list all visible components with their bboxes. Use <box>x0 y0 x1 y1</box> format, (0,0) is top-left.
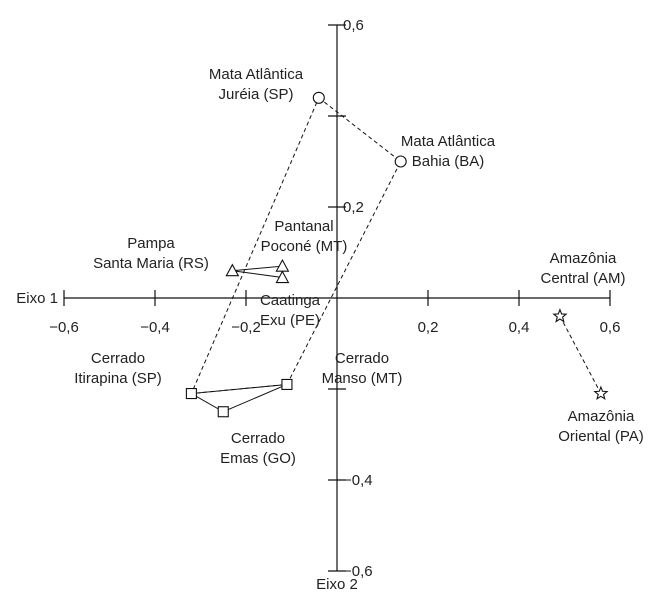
axes: −0,6 −0,4 −0,2 0,2 0,4 0,6 0,6 0,2 −0,4 −0,6 Eix… <box>16 17 620 593</box>
amazonia-star-point <box>593 385 609 401</box>
x-tick-label: 0,4 <box>509 319 530 336</box>
x-tick-label: 0,2 <box>418 319 439 336</box>
amazonia-link-hull <box>559 315 602 394</box>
caatinga-point-label: Caatinga Exu (PE) <box>260 292 321 329</box>
mata-atlantica-point-label: Mata Atlântica Juréia (SP) <box>209 66 304 103</box>
x-axis-label: Eixo 1 <box>16 290 58 307</box>
cerrado-square-point <box>217 406 229 418</box>
square-group-hull <box>189 383 288 413</box>
x-tick-label: −0,2 <box>231 319 261 336</box>
y-ticks: 0,6 0,2 −0,4 −0,6 <box>328 17 373 580</box>
mata-atlantica-circle-point <box>312 91 325 104</box>
mata-atlantica-circle-point <box>394 155 407 168</box>
cerrado-point-label: Cerrado Emas (GO) <box>220 430 296 467</box>
y-tick-label: 0,2 <box>343 199 364 216</box>
pantanal-triangle-point <box>275 259 290 272</box>
y-tick-label: 0,6 <box>343 17 364 34</box>
amazonia-point-label: Amazônia Oriental (PA) <box>558 408 644 445</box>
cerrado-point-label: Cerrado Itirapina (SP) <box>74 350 162 387</box>
amazonia-star-point <box>552 308 568 323</box>
pampa-point-label: Pampa Santa Maria (RS) <box>93 235 209 272</box>
cerrado-square-point <box>281 378 293 391</box>
x-ticks: −0,6 −0,4 −0,2 0,2 0,4 0,6 <box>49 290 620 336</box>
data-points <box>185 91 609 418</box>
caatinga-triangle-point <box>275 270 290 284</box>
y-tick-label: −0,6 <box>343 563 373 580</box>
point-labels: Mata Atlântica Juréia (SP) Mata Atlântica B… <box>74 66 644 467</box>
triangle-group-hull <box>232 265 283 279</box>
hull-lines <box>189 97 602 413</box>
amazonia-point-label: Amazônia Central (AM) <box>540 250 625 287</box>
mata-atlantica-point-label: Mata Atlântica Bahia (BA) <box>401 133 496 170</box>
y-axis-label: Eixo 2 <box>316 576 358 593</box>
x-tick-label: 0,6 <box>600 319 621 336</box>
y-tick-label: −0,4 <box>343 472 373 489</box>
pampa-triangle-point <box>225 263 240 277</box>
cerrado-point-label: Cerrado Manso (MT) <box>322 350 403 387</box>
cerrado-square-point <box>185 387 197 400</box>
x-tick-label: −0,6 <box>49 319 79 336</box>
x-tick-label: −0,4 <box>140 319 170 336</box>
pantanal-point-label: Pantanal Poconé (MT) <box>261 218 348 255</box>
